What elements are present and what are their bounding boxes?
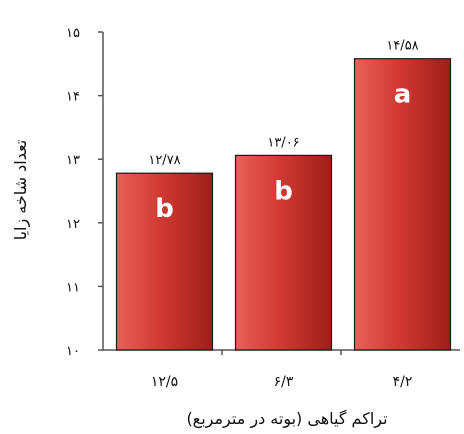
data-label: ۱۴/۵۸: [386, 39, 418, 54]
x-tick-label: ۴/۲: [393, 374, 413, 390]
chart-bars: [115, 58, 452, 351]
group-letter: b: [274, 176, 293, 206]
y-tick-label: ۱۵: [66, 26, 80, 41]
data-label: ۱۲/۷۸: [148, 153, 180, 168]
x-tick-label: ۱۲/۵: [151, 374, 178, 390]
y-tick-label: ۱۰: [66, 344, 80, 359]
data-label: ۱۳/۰۶: [267, 135, 299, 150]
x-axis-title: تراکم گیاهی (بوته در مترمربع): [186, 409, 387, 429]
y-tick-label: ۱۲: [66, 217, 80, 232]
bar: [115, 172, 214, 351]
chart-labels: ۱۲/۷۸ b ۱۲/۵ ۱۳/۰۶ b ۶/۳ ۱۴/۵۸ a ۴/۲: [148, 39, 418, 390]
bar: [234, 154, 333, 351]
y-axis-title: تعداد شاخه زایا: [11, 140, 31, 241]
group-letter: b: [155, 194, 174, 224]
y-tick-label: ۱۱: [66, 280, 80, 295]
y-tick-label: ۱۳: [66, 153, 80, 168]
y-tick-label: ۱۴: [66, 90, 80, 105]
bar: [353, 58, 452, 351]
x-tick-label: ۶/۳: [274, 374, 294, 390]
group-letter: a: [394, 80, 412, 110]
